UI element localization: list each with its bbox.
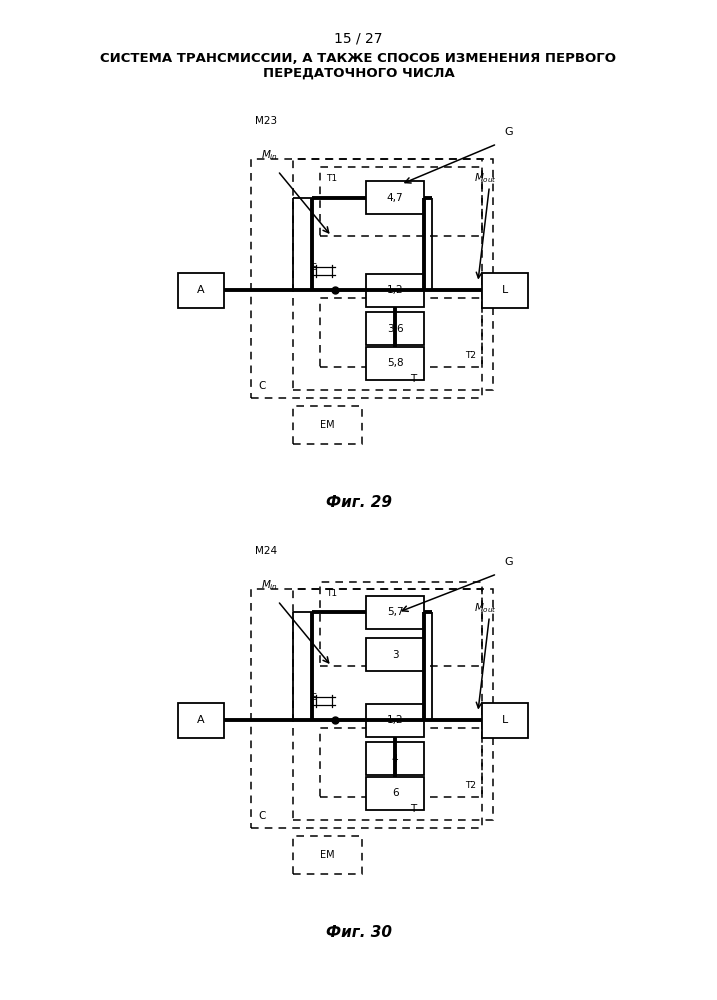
Text: S: S — [312, 693, 317, 702]
Text: C: C — [259, 811, 266, 821]
Bar — [293, 589, 493, 820]
Text: 3: 3 — [391, 650, 399, 660]
Text: L: L — [502, 285, 508, 295]
Bar — [320, 167, 482, 236]
Text: M24: M24 — [255, 546, 277, 556]
Text: T: T — [410, 804, 417, 814]
Text: G: G — [504, 127, 513, 137]
Bar — [293, 836, 362, 874]
Text: $M_{out}$: $M_{out}$ — [474, 172, 497, 185]
Text: C: C — [259, 381, 266, 391]
Bar — [251, 159, 482, 398]
Text: 3,6: 3,6 — [386, 324, 404, 334]
Text: L: L — [502, 715, 508, 725]
Bar — [366, 742, 424, 775]
Text: A: A — [197, 285, 204, 295]
Bar — [320, 298, 482, 367]
Bar — [251, 589, 482, 828]
Text: 15 / 27: 15 / 27 — [334, 31, 383, 45]
Bar — [366, 181, 424, 214]
Text: $M_{in}$: $M_{in}$ — [262, 149, 278, 162]
Bar — [482, 273, 528, 308]
Bar — [366, 777, 424, 810]
Text: M23: M23 — [255, 116, 277, 126]
Bar — [366, 596, 424, 629]
Bar — [366, 638, 424, 671]
Text: T2: T2 — [465, 781, 475, 790]
Bar — [293, 159, 493, 390]
Bar — [293, 406, 362, 444]
Bar — [482, 703, 528, 738]
Text: Фиг. 29: Фиг. 29 — [326, 495, 391, 510]
Text: A: A — [197, 715, 204, 725]
Text: S: S — [312, 263, 317, 272]
Bar — [366, 704, 424, 737]
Bar — [366, 274, 424, 307]
Bar — [366, 347, 424, 380]
Text: 6: 6 — [391, 788, 399, 798]
Text: 1,2: 1,2 — [386, 715, 404, 725]
Text: EM: EM — [320, 850, 335, 860]
Text: ПЕРЕДАТОЧНОГО ЧИСЛА: ПЕРЕДАТОЧНОГО ЧИСЛА — [262, 67, 455, 80]
Text: 1,2: 1,2 — [386, 285, 404, 295]
Bar — [366, 312, 424, 345]
Text: 4: 4 — [391, 754, 399, 764]
Text: Фиг. 30: Фиг. 30 — [326, 925, 391, 940]
Text: T2: T2 — [465, 351, 475, 360]
Bar — [320, 582, 482, 666]
Bar — [320, 728, 482, 797]
Text: 5,7: 5,7 — [386, 607, 404, 617]
Text: 4,7: 4,7 — [386, 193, 404, 203]
Text: $M_{in}$: $M_{in}$ — [262, 579, 278, 592]
Text: T1: T1 — [326, 174, 337, 183]
Text: 5,8: 5,8 — [386, 358, 404, 368]
Text: G: G — [504, 557, 513, 567]
Text: T1: T1 — [326, 589, 337, 598]
Text: СИСТЕМА ТРАНСМИССИИ, А ТАКЖЕ СПОСОБ ИЗМЕНЕНИЯ ПЕРВОГО: СИСТЕМА ТРАНСМИССИИ, А ТАКЖЕ СПОСОБ ИЗМЕ… — [100, 52, 617, 65]
Text: $M_{out}$: $M_{out}$ — [474, 602, 497, 615]
Bar — [178, 273, 224, 308]
Text: EM: EM — [320, 420, 335, 430]
Bar — [178, 703, 224, 738]
Text: T: T — [410, 374, 417, 384]
